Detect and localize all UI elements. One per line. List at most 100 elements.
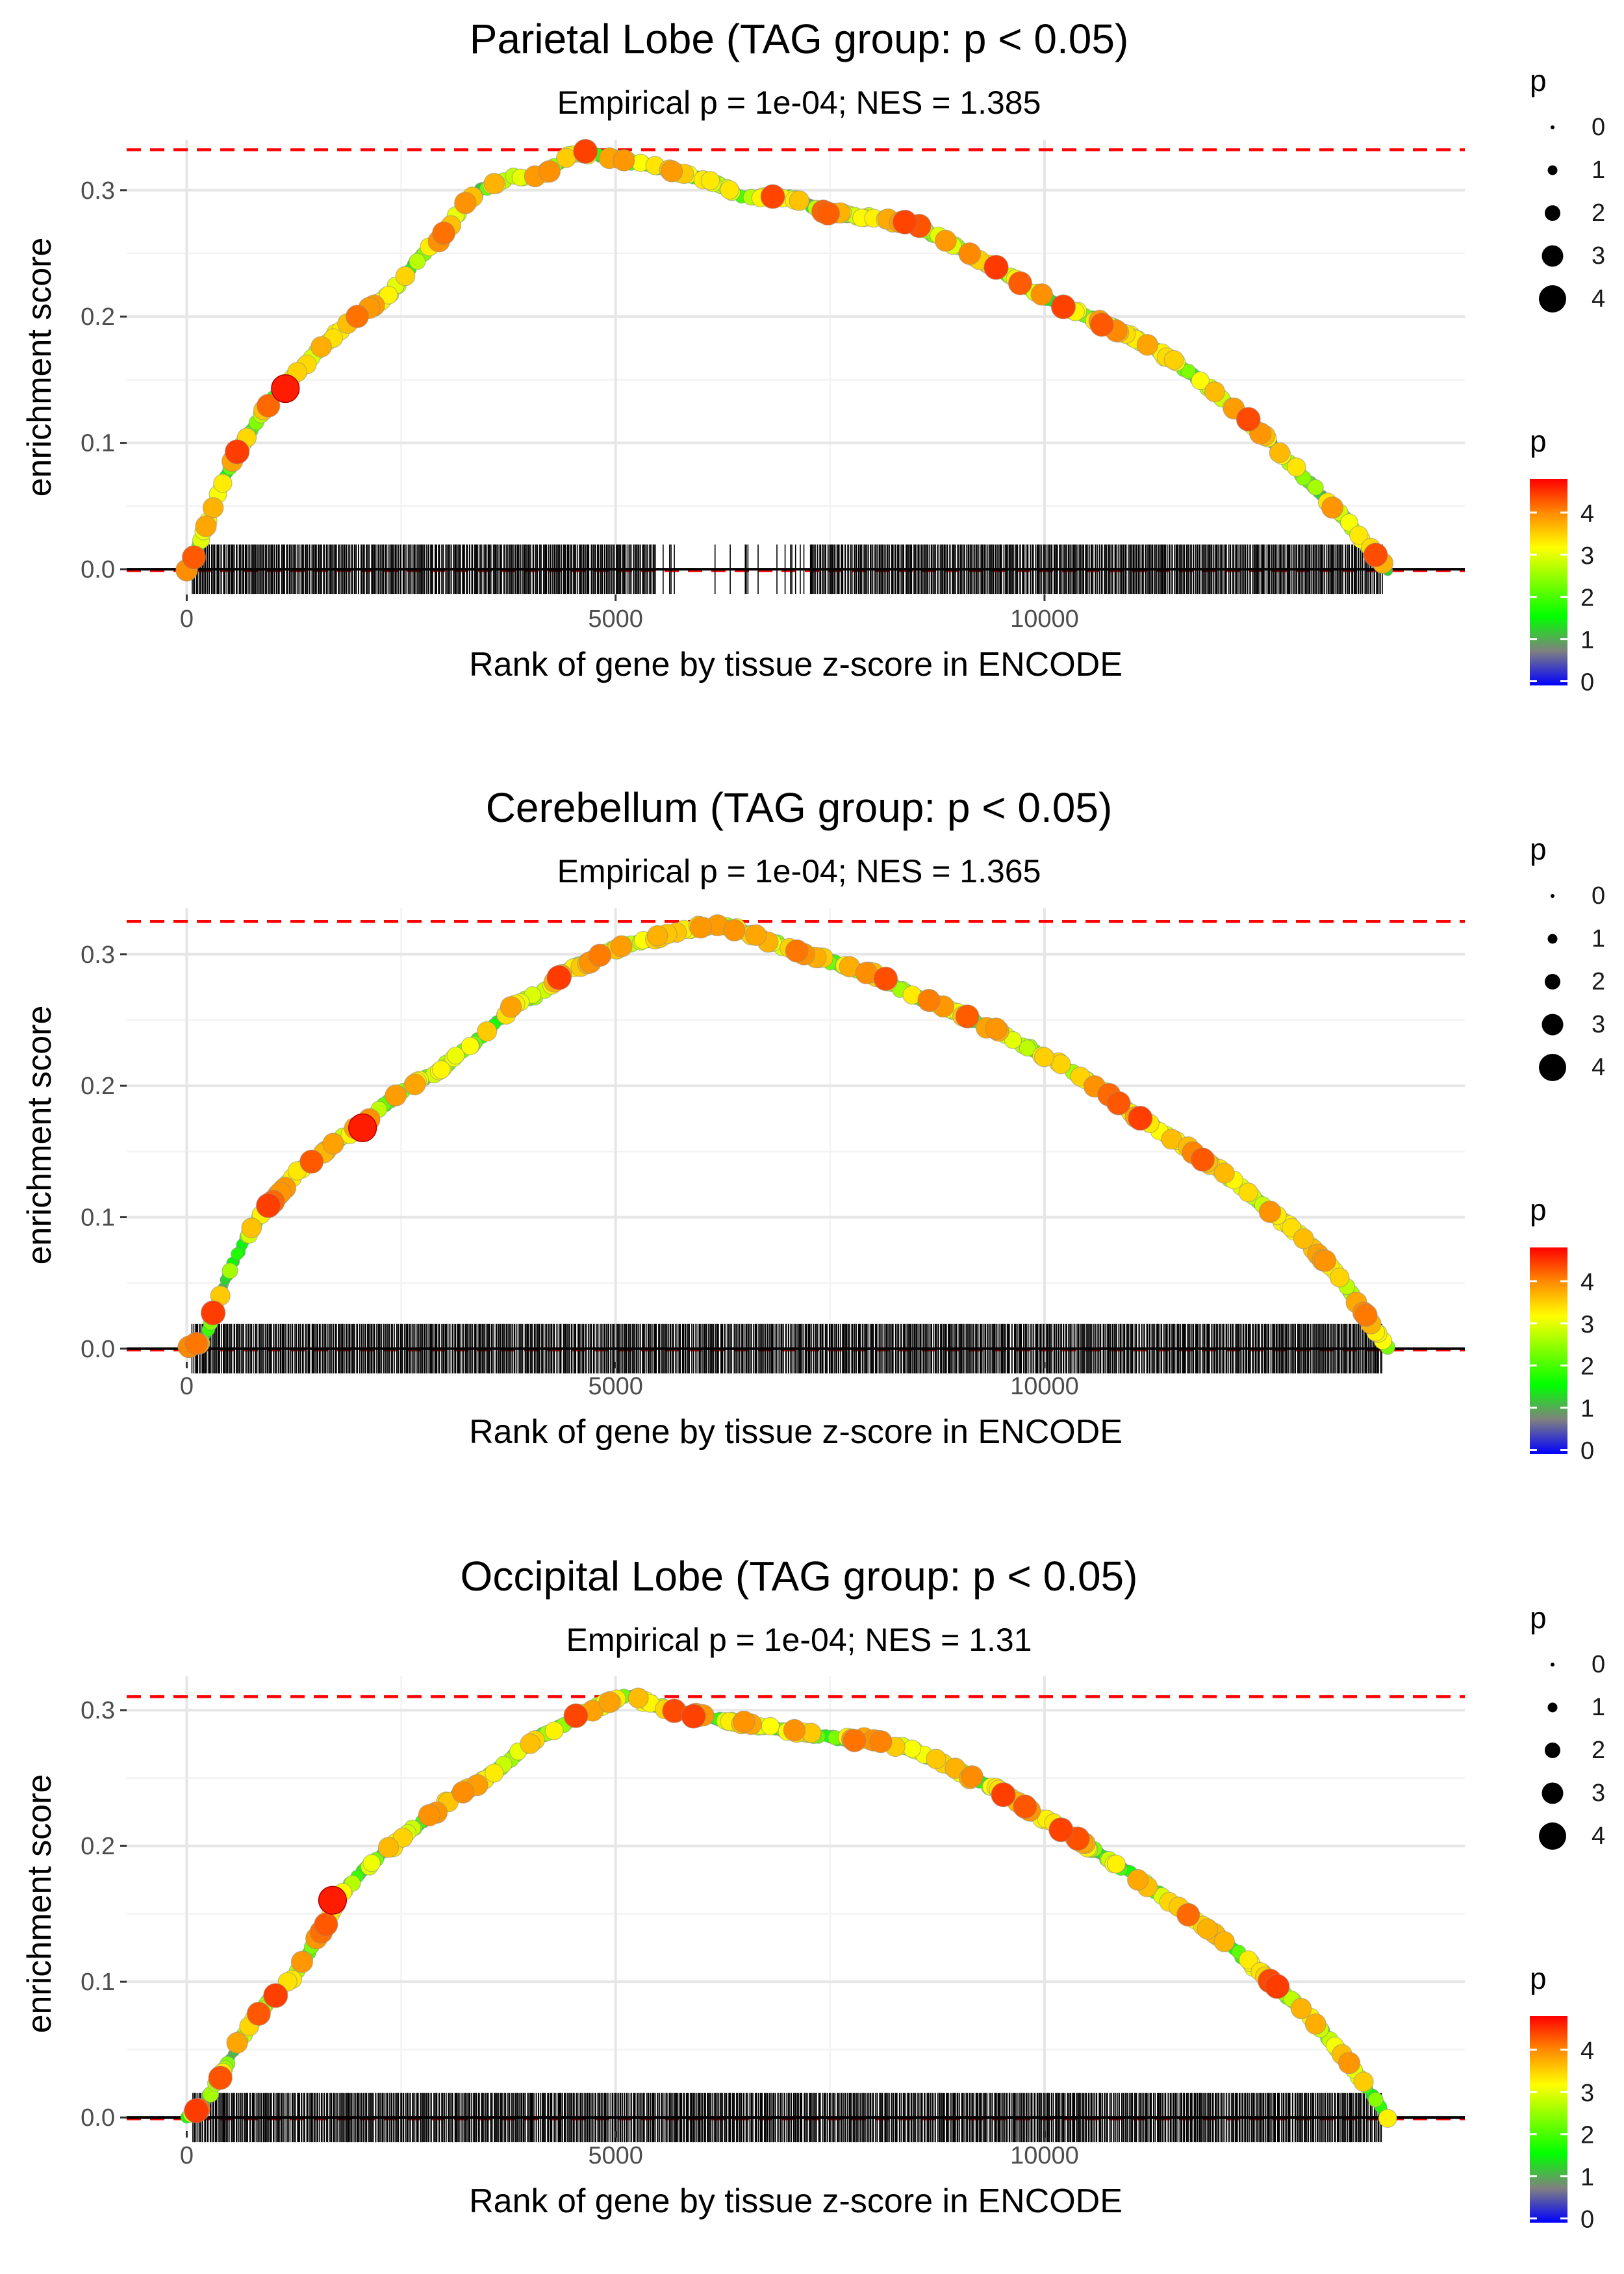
- enrichment-point: [1191, 371, 1210, 390]
- y-axis-title: enrichment score: [21, 1006, 58, 1265]
- color-legend-label: 1: [1580, 2164, 1594, 2191]
- enrichment-point: [520, 1733, 541, 1754]
- size-legend-dot: [1551, 125, 1554, 129]
- enrichment-point: [873, 966, 898, 991]
- enrichment-point: [934, 229, 957, 252]
- enrichment-point: [1019, 1040, 1036, 1057]
- enrichment-point: [544, 1721, 564, 1741]
- enrichment-point: [1106, 1854, 1126, 1874]
- color-legend-label: 3: [1580, 543, 1594, 570]
- enrichment-point: [451, 1781, 475, 1804]
- y-tick-label: 0.0: [81, 1336, 115, 1363]
- color-legend-title: p: [1530, 1961, 1547, 1995]
- x-tick-label: 5000: [588, 2142, 643, 2169]
- color-legend-label: 4: [1580, 2038, 1594, 2065]
- enrichment-point: [869, 1730, 893, 1754]
- size-legend-dot: [1545, 974, 1560, 990]
- enrichment-point: [246, 2001, 271, 2026]
- enrichment-points: [177, 914, 1395, 1359]
- enrichment-point: [446, 1046, 465, 1065]
- size-legend-label: 1: [1592, 157, 1605, 184]
- enrichment-point: [1004, 1031, 1022, 1049]
- y-axis-title: enrichment score: [21, 1774, 58, 2034]
- enrichment-point: [1354, 1303, 1378, 1327]
- enrichment-point: [484, 1763, 504, 1783]
- size-legend-dot: [1547, 934, 1558, 944]
- enrichment-point: [1286, 457, 1306, 477]
- chart-title: Cerebellum (TAG group: p < 0.05): [486, 784, 1113, 831]
- enrichment-point: [661, 160, 683, 183]
- size-legend-label: 2: [1592, 968, 1605, 995]
- enrichment-point: [454, 192, 477, 214]
- y-tick-label: 0.1: [81, 430, 115, 457]
- size-legend-label: 0: [1592, 1651, 1605, 1678]
- enrichment-point: [1128, 1105, 1153, 1131]
- enrichment-point: [1013, 1794, 1037, 1819]
- enrichment-point: [181, 545, 207, 570]
- enrichment-point: [226, 2032, 248, 2054]
- enrichment-point: [816, 201, 841, 226]
- size-legend-title: p: [1530, 1601, 1547, 1635]
- enrichment-point: [395, 266, 416, 287]
- enrichment-point: [418, 1804, 441, 1827]
- enrichment-point: [789, 190, 810, 211]
- enrichment-point: [256, 394, 281, 418]
- enrichment-point: [241, 1217, 262, 1238]
- enrichment-point: [681, 1704, 706, 1729]
- size-legend-title: p: [1530, 64, 1547, 97]
- enrichment-point: [1304, 2013, 1326, 2035]
- enrichment-point: [613, 149, 635, 172]
- y-tick-label: 0.3: [81, 941, 115, 969]
- enrichment-point: [213, 474, 233, 493]
- enrichment-point: [628, 1687, 649, 1709]
- enrichment-point: [926, 1748, 946, 1770]
- enrichment-point: [1127, 1869, 1149, 1891]
- x-tick-label: 10000: [1010, 1373, 1079, 1400]
- enrichment-point: [403, 1073, 426, 1095]
- color-legend-label: 1: [1580, 627, 1594, 654]
- color-legend-label: 0: [1580, 669, 1594, 696]
- enrichment-point: [700, 171, 720, 190]
- enrichment-point: [314, 1912, 338, 1937]
- color-bar: [1530, 2016, 1567, 2223]
- enrichment-point: [1030, 283, 1053, 306]
- enrichment-point: [432, 221, 456, 245]
- enrichment-points: [175, 138, 1394, 581]
- enrichment-point: [783, 1718, 806, 1742]
- size-legend-dot: [1542, 1014, 1564, 1036]
- enrichment-point: [345, 305, 369, 329]
- y-tick-label: 0.2: [81, 303, 115, 331]
- color-bar: [1530, 479, 1567, 685]
- color-legend-label: 1: [1580, 1396, 1594, 1423]
- enrichment-point: [1136, 334, 1159, 356]
- enrichment-point: [1264, 1974, 1290, 1999]
- y-tick-label: 0.0: [81, 556, 115, 583]
- enrichment-point: [224, 439, 250, 465]
- enrichment-point: [385, 1084, 407, 1107]
- x-tick-label: 10000: [1010, 606, 1079, 633]
- enrichment-point: [1034, 1047, 1054, 1067]
- enrichment-point: [1339, 513, 1359, 532]
- enrichment-point: [500, 996, 522, 1018]
- color-legend-label: 3: [1580, 2080, 1594, 2107]
- y-tick-label: 0.3: [81, 177, 115, 205]
- size-legend-dot: [1539, 1054, 1566, 1081]
- x-tick-label: 0: [180, 606, 194, 633]
- enrichment-points: [180, 1687, 1397, 2128]
- enrichment-point: [761, 1717, 780, 1736]
- enrichment-point: [1008, 271, 1032, 296]
- size-legend-label: 4: [1592, 1054, 1605, 1081]
- panel-1: Parietal Lobe (TAG group: p < 0.05) Empir…: [21, 16, 1605, 696]
- x-tick-label: 10000: [1010, 2142, 1079, 2169]
- enrichment-point: [1363, 543, 1388, 567]
- enrichment-point: [892, 209, 918, 235]
- size-legend-dot: [1542, 1782, 1564, 1804]
- size-legend-label: 1: [1592, 1694, 1605, 1721]
- enrichment-point: [1236, 407, 1261, 432]
- enrichment-point: [1197, 1918, 1219, 1940]
- enrichment-point: [1367, 2091, 1384, 2108]
- enrichment-point: [1204, 381, 1226, 403]
- enrichment-point: [955, 1004, 980, 1028]
- size-legend-dot: [1542, 245, 1564, 267]
